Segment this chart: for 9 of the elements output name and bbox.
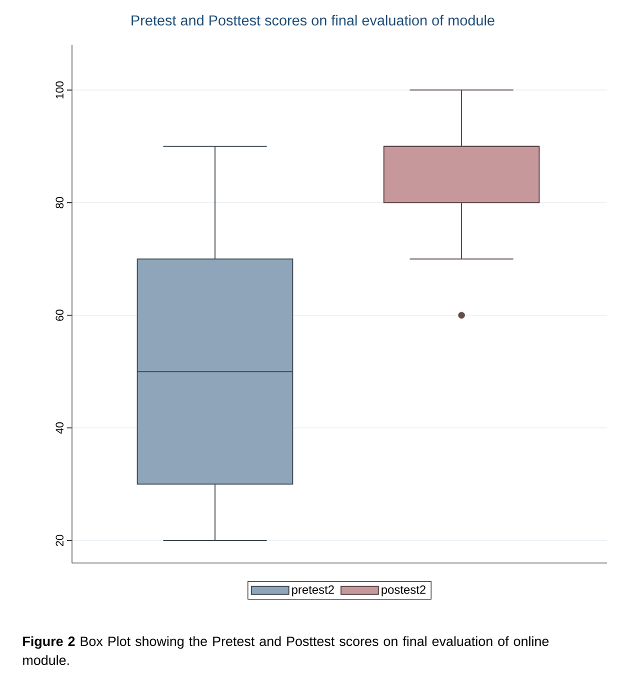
y-tick-label: 60 [56, 310, 64, 321]
y-tick-label: 100 [56, 81, 64, 98]
y-tick-label: 20 [56, 534, 64, 546]
legend-label: pretest2 [292, 585, 334, 596]
text: Figure 2 Box Plot showing the Pretest and Posttest scores on final evaluation of online module. [23, 636, 549, 666]
y-tick-label: 80 [56, 197, 64, 208]
legend-label: postest2 [382, 585, 426, 596]
chart-title: Pretest and Posttest scores on final evaluation of module [132, 14, 494, 26]
y-tick-label: 40 [56, 422, 64, 434]
